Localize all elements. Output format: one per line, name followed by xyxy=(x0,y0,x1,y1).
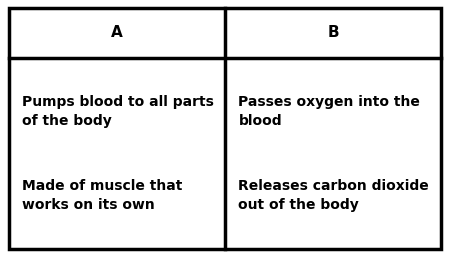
Text: Pumps blood to all parts
of the body: Pumps blood to all parts of the body xyxy=(22,95,214,128)
Text: Passes oxygen into the
blood: Passes oxygen into the blood xyxy=(238,95,420,128)
Text: B: B xyxy=(327,25,339,40)
Text: Releases carbon dioxide
out of the body: Releases carbon dioxide out of the body xyxy=(238,179,429,213)
Text: Made of muscle that
works on its own: Made of muscle that works on its own xyxy=(22,179,183,213)
Text: A: A xyxy=(111,25,123,40)
